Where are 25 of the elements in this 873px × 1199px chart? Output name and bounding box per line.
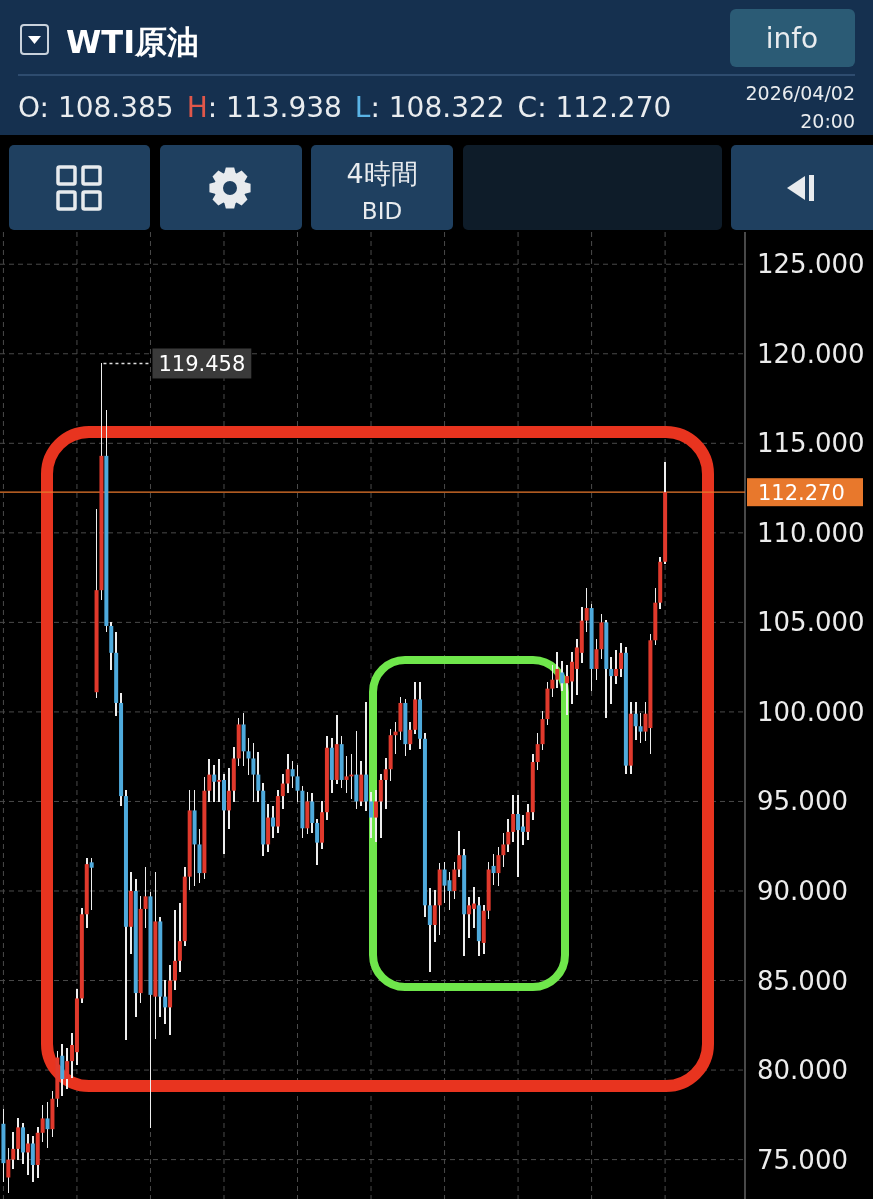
y-tick-label: 85.000 [757, 965, 848, 996]
annotation: 2026/04/02 [745, 82, 855, 104]
max-label: 119.458 [102, 348, 252, 379]
annotation: 20:00 [800, 110, 855, 132]
y-tick-label: 115.000 [757, 428, 865, 459]
y-tick-label: 95.000 [757, 786, 848, 817]
y-tick-label: 100.000 [757, 696, 865, 727]
annotation: H: 113.938 [186, 91, 342, 124]
annotation: C: 112.270 [517, 91, 672, 124]
annotation: 119.458 [158, 352, 246, 377]
annotation: BID [361, 198, 403, 224]
y-tick-label: 105.000 [757, 607, 865, 638]
y-tick-label: 125.000 [757, 249, 865, 280]
annotation: info [765, 22, 819, 55]
y-tick-label: 110.000 [757, 517, 865, 548]
y-tick-label: 120.000 [757, 338, 865, 369]
y-tick-label: 75.000 [757, 1144, 848, 1175]
annotation: L: 108.322 [354, 91, 505, 124]
y-tick-label: 80.000 [757, 1055, 848, 1086]
ref-label: 112.270 [747, 478, 863, 507]
annotation: O: 108.385 [18, 91, 174, 124]
annotation: 4時間 [346, 158, 418, 189]
title: WTI原油 [66, 23, 200, 61]
y-tick-label: 90.000 [757, 876, 848, 906]
ref-line-label: 112.270 [758, 481, 845, 506]
